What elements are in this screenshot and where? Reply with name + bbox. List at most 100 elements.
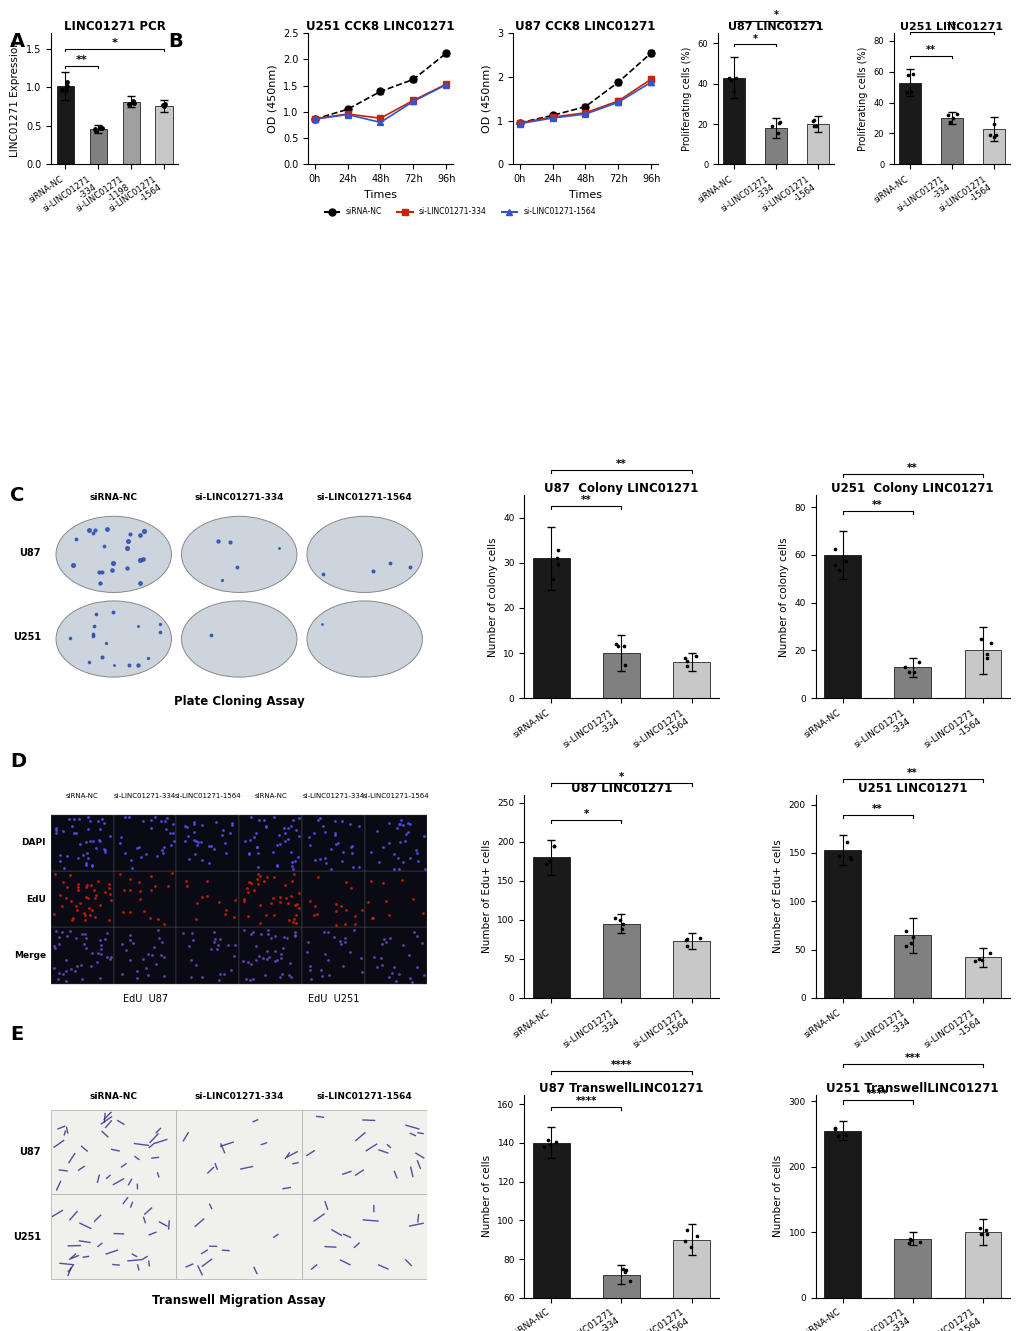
Point: [121, 93, 138, 114]
Point: [156, 914, 172, 936]
Point: [283, 856, 300, 877]
Point: [615, 1260, 632, 1282]
Point: [143, 809, 159, 831]
Point: [720, 68, 737, 89]
Title: U251 CCK8 LINC01271: U251 CCK8 LINC01271: [306, 20, 454, 33]
Point: [389, 848, 406, 869]
Point: [280, 817, 297, 839]
Point: [54, 872, 70, 893]
Point: [179, 825, 196, 847]
Point: [276, 823, 292, 844]
Point: [408, 840, 424, 861]
Point: [124, 91, 141, 112]
Point: [59, 925, 75, 946]
Point: [306, 823, 322, 844]
Point: [380, 812, 396, 833]
Point: [222, 960, 238, 981]
Point: [346, 913, 363, 934]
Point: [226, 906, 243, 928]
Text: *: *: [619, 772, 624, 783]
Text: siRNA-NC: siRNA-NC: [90, 1093, 138, 1101]
Bar: [51, 815, 114, 870]
Point: [549, 539, 566, 560]
Point: [160, 876, 176, 897]
Point: [180, 936, 197, 957]
Point: [267, 950, 283, 972]
Point: [343, 843, 360, 864]
Point: [85, 522, 101, 543]
Point: [132, 550, 149, 571]
Point: [978, 1223, 995, 1244]
Point: [92, 572, 108, 594]
Point: [186, 843, 203, 864]
Point: [246, 827, 262, 848]
Text: si-LINC01271-1564: si-LINC01271-1564: [174, 793, 240, 799]
Point: [88, 120, 104, 141]
Point: [309, 904, 325, 925]
Point: [353, 948, 369, 969]
Text: Merge: Merge: [14, 952, 46, 960]
Title: U87 CCK8 LINC01271: U87 CCK8 LINC01271: [515, 20, 655, 33]
Title: U251 LINC01271: U251 LINC01271: [900, 23, 1003, 32]
Bar: [533, 558, 569, 699]
Point: [981, 942, 998, 964]
Point: [57, 950, 73, 972]
Title: U87 TranswellLINC01271: U87 TranswellLINC01271: [539, 1082, 703, 1094]
Point: [115, 901, 131, 922]
Point: [235, 888, 252, 909]
Point: [271, 536, 287, 558]
Point: [415, 964, 431, 985]
Point: [51, 926, 67, 948]
Point: [409, 957, 425, 978]
Point: [911, 1231, 927, 1252]
Point: [290, 897, 307, 918]
Point: [252, 894, 268, 916]
Point: [769, 122, 786, 144]
Point: [380, 966, 396, 988]
Point: [282, 885, 299, 906]
Point: [87, 118, 103, 140]
Point: [311, 807, 327, 828]
Point: [905, 662, 921, 683]
Bar: [302, 1110, 427, 1194]
Point: [985, 113, 1002, 134]
Point: [180, 848, 197, 869]
Point: [252, 865, 268, 886]
Point: [272, 946, 288, 968]
Bar: [964, 1233, 1000, 1298]
Point: [282, 966, 299, 988]
Point: [154, 930, 170, 952]
Text: U251: U251: [13, 632, 41, 643]
Bar: [239, 870, 302, 928]
Point: [336, 913, 353, 934]
Point: [290, 808, 307, 829]
Point: [278, 886, 294, 908]
Point: [68, 823, 85, 844]
Point: [401, 968, 418, 989]
Point: [677, 647, 693, 668]
Text: *: *: [772, 11, 777, 20]
Text: *: *: [583, 809, 589, 819]
Point: [249, 856, 265, 877]
Point: [206, 839, 222, 860]
Bar: [941, 118, 962, 164]
Point: [771, 112, 788, 133]
Point: [264, 841, 280, 862]
Point: [210, 969, 226, 990]
Point: [972, 1223, 988, 1244]
Bar: [823, 555, 860, 699]
Bar: [533, 1143, 569, 1331]
Point: [178, 876, 195, 897]
Point: [276, 831, 292, 852]
Point: [317, 848, 333, 869]
Point: [393, 869, 410, 890]
X-axis label: Times: Times: [569, 189, 601, 200]
Point: [331, 930, 347, 952]
Point: [143, 878, 159, 900]
Point: [944, 108, 960, 129]
Point: [280, 909, 297, 930]
Point: [320, 965, 336, 986]
Point: [64, 554, 81, 575]
Point: [404, 972, 420, 993]
Point: [199, 870, 215, 892]
